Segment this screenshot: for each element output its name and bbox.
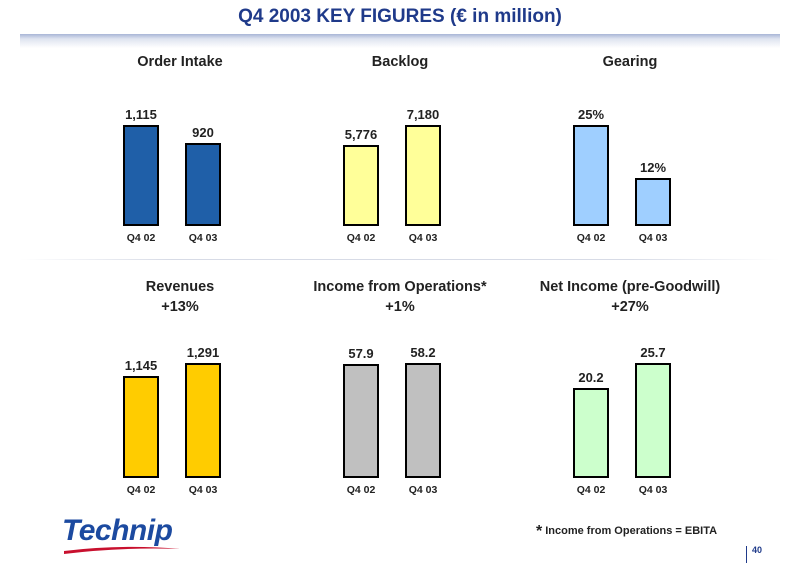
chart-subtitle-5: +27% bbox=[611, 299, 649, 315]
category-label-3-0: Q4 02 bbox=[126, 484, 156, 496]
bar-value-label-5-0: 20.2 bbox=[578, 370, 604, 385]
bar-3-1 bbox=[185, 363, 221, 478]
category-label-0-1: Q4 03 bbox=[188, 232, 218, 244]
bar-2-0 bbox=[573, 125, 609, 226]
category-label-3-1: Q4 03 bbox=[188, 484, 218, 496]
footnote-star: * bbox=[536, 523, 543, 540]
bar-4-1 bbox=[405, 363, 441, 478]
bar-4-0 bbox=[343, 364, 379, 478]
page-title: Q4 2003 KEY FIGURES (€ in million) bbox=[238, 6, 562, 27]
bar-1-1 bbox=[405, 125, 441, 226]
category-label-4-1: Q4 03 bbox=[408, 484, 438, 496]
bar-value-label-3-0: 1,145 bbox=[124, 358, 158, 373]
chart-subtitle-4: +1% bbox=[385, 299, 415, 315]
category-label-2-0: Q4 02 bbox=[576, 232, 606, 244]
bar-value-label-2-0: 25% bbox=[577, 107, 605, 122]
bar-value-label-0-0: 1,115 bbox=[125, 107, 157, 122]
page-number: 40 bbox=[752, 545, 763, 555]
category-label-1-1: Q4 03 bbox=[408, 232, 438, 244]
bar-1-0 bbox=[343, 145, 379, 226]
category-label-4-0: Q4 02 bbox=[346, 484, 376, 496]
chart-title-3: Revenues bbox=[145, 279, 215, 295]
bar-value-label-2-1: 12% bbox=[639, 160, 667, 175]
footnote-text: Income from Operations = EBITA bbox=[545, 525, 718, 537]
category-label-0-0: Q4 02 bbox=[126, 232, 156, 244]
technip-logo: Technip bbox=[62, 514, 173, 547]
bar-5-1 bbox=[635, 363, 671, 478]
chart-title-2: Gearing bbox=[602, 54, 658, 70]
category-label-5-0: Q4 02 bbox=[576, 484, 606, 496]
bar-2-1 bbox=[635, 178, 671, 226]
title-underline-band bbox=[20, 34, 780, 48]
category-label-2-1: Q4 03 bbox=[638, 232, 668, 244]
bar-0-1 bbox=[185, 143, 221, 226]
bar-value-label-1-1: 7,180 bbox=[406, 107, 440, 122]
bar-value-label-5-1: 25.7 bbox=[640, 345, 666, 360]
chart-title-0: Order Intake bbox=[137, 54, 223, 70]
chart-title-1: Backlog bbox=[371, 54, 429, 70]
chart-title-5: Net Income (pre-Goodwill) bbox=[539, 279, 721, 295]
logo-swoosh-icon bbox=[64, 546, 180, 554]
bar-value-label-0-1: 920 bbox=[192, 125, 214, 140]
chart-title-4: Income from Operations* bbox=[313, 279, 487, 295]
bar-5-0 bbox=[573, 388, 609, 478]
section-divider bbox=[20, 259, 780, 260]
bar-value-label-1-0: 5,776 bbox=[344, 127, 378, 142]
footnote: * Income from Operations = EBITA bbox=[536, 523, 717, 541]
page-number-divider bbox=[746, 546, 747, 563]
bar-3-0 bbox=[123, 376, 159, 478]
bar-0-0 bbox=[123, 125, 159, 226]
category-label-1-0: Q4 02 bbox=[346, 232, 376, 244]
chart-subtitle-3: +13% bbox=[161, 299, 199, 315]
category-label-5-1: Q4 03 bbox=[638, 484, 668, 496]
bar-value-label-4-0: 57.9 bbox=[348, 346, 374, 361]
bar-value-label-4-1: 58.2 bbox=[410, 345, 436, 360]
bar-value-label-3-1: 1,291 bbox=[186, 345, 220, 360]
